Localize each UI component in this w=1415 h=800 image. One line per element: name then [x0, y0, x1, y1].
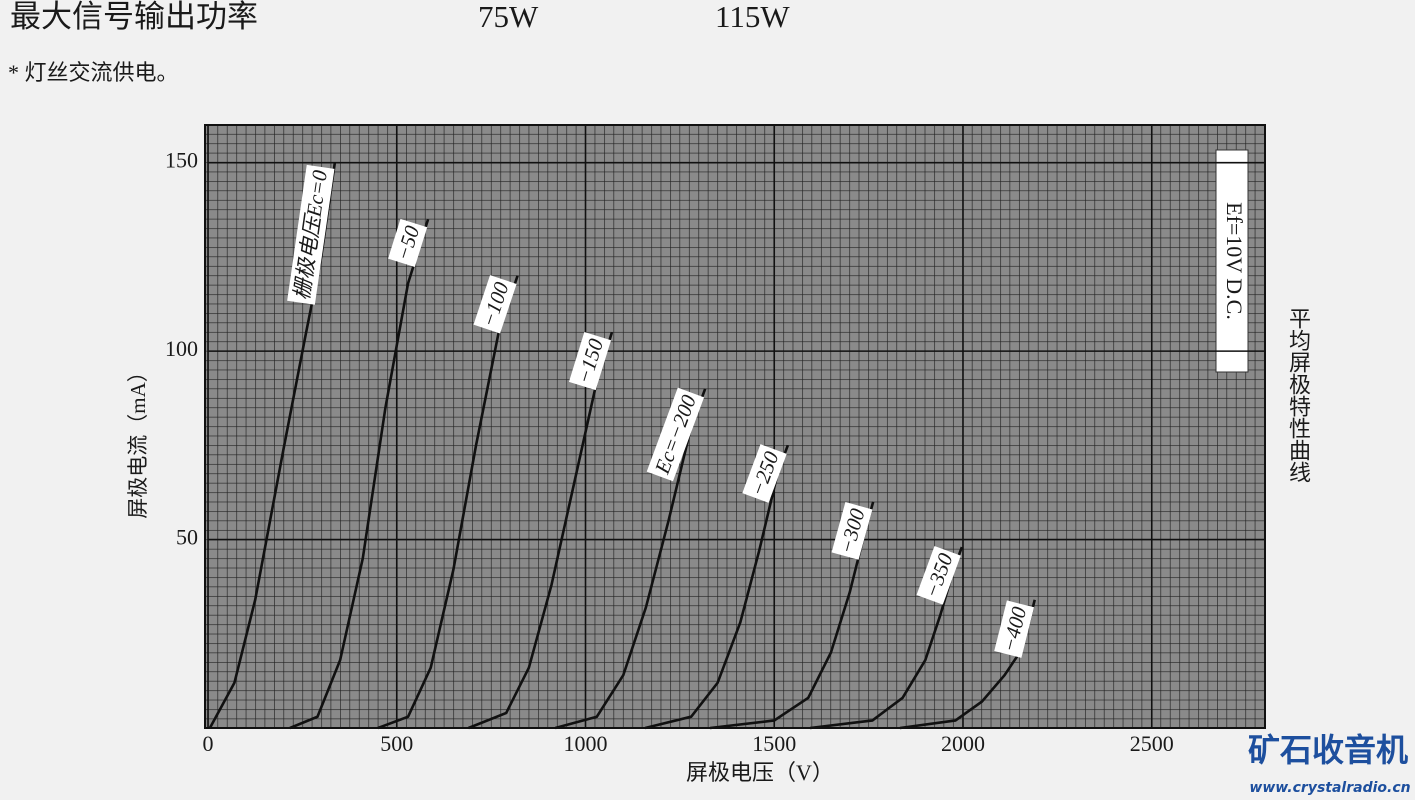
spec-value: 115W	[715, 0, 790, 34]
spec-value: 75W	[478, 0, 539, 34]
x-axis-label: 屏极电压（V）	[686, 760, 834, 785]
annotation: Ef=10V D.C.	[1222, 202, 1247, 320]
x-tick-label: 2500	[1130, 731, 1174, 756]
x-tick-label: 500	[380, 731, 413, 756]
footnote: * 灯丝交流供电。	[8, 60, 179, 85]
y-tick-label: 100	[165, 336, 198, 361]
series-label-bg	[994, 600, 1035, 658]
y-tick-label: 150	[165, 148, 198, 173]
series-label-bg	[287, 164, 335, 305]
series-label-bg	[916, 545, 961, 605]
watermark-brand: 矿石收音机	[1248, 731, 1408, 769]
x-tick-label: 1000	[564, 731, 608, 756]
series-label-bg	[388, 218, 428, 267]
x-tick-label: 0	[203, 731, 214, 756]
annotation-bg	[1215, 149, 1249, 373]
series-label-bg	[568, 331, 612, 391]
y-tick-label: 50	[176, 525, 198, 550]
x-tick-label: 2000	[941, 731, 985, 756]
curve	[289, 218, 430, 730]
series-label-bg	[831, 502, 873, 560]
series-label-bg	[646, 387, 705, 482]
chart-title: 平均屏极特性曲线	[1286, 307, 1311, 483]
series-label-bg	[473, 275, 517, 334]
watermark-url: www.crystalradio.cn	[1249, 780, 1410, 796]
annotation-box: Ef=10V D.C.	[1215, 149, 1249, 373]
y-axis-label: 屏极电流（mA）	[126, 361, 150, 519]
spec-label: 最大信号输出功率	[10, 0, 258, 34]
series-label-bg	[742, 444, 787, 503]
x-tick-label: 1500	[752, 731, 796, 756]
